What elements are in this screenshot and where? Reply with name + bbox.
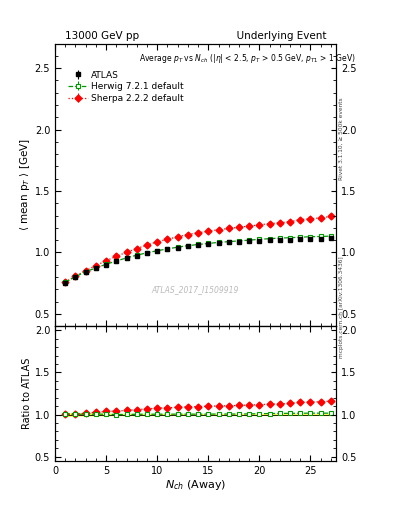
Legend: ATLAS, Herwig 7.2.1 default, Sherpa 2.2.2 default: ATLAS, Herwig 7.2.1 default, Sherpa 2.2.…: [65, 68, 187, 105]
X-axis label: $N_{ch}$ (Away): $N_{ch}$ (Away): [165, 478, 226, 493]
Text: ATLAS_2017_I1509919: ATLAS_2017_I1509919: [152, 285, 239, 294]
Title: 13000 GeV pp                              Underlying Event: 13000 GeV pp Underlying Event: [65, 31, 326, 41]
Text: mcplots.cern.ch [arXiv:1306.3436]: mcplots.cern.ch [arXiv:1306.3436]: [339, 257, 344, 358]
Text: Average $p_T$ vs $N_{ch}$ ($|\eta|$ < 2.5, $p_T$ > 0.5 GeV, $p_{T1}$ > 1 GeV): Average $p_T$ vs $N_{ch}$ ($|\eta|$ < 2.…: [140, 52, 356, 65]
Y-axis label: Ratio to ATLAS: Ratio to ATLAS: [22, 358, 32, 429]
Y-axis label: ⟨ mean p$_{T}$ ⟩ [GeV]: ⟨ mean p$_{T}$ ⟩ [GeV]: [18, 138, 32, 231]
Text: Rivet 3.1.10, ≥ 500k events: Rivet 3.1.10, ≥ 500k events: [339, 97, 344, 180]
